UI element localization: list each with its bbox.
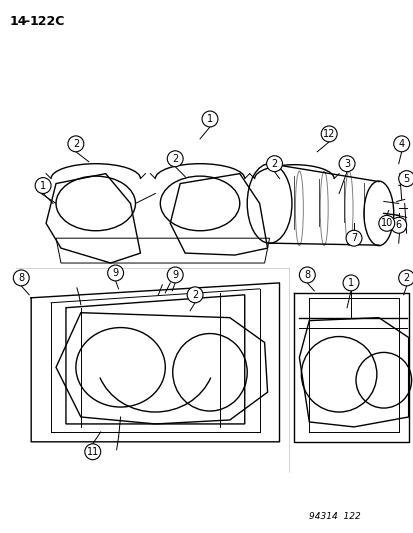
Circle shape (187, 287, 202, 303)
Text: 8: 8 (304, 270, 310, 280)
Circle shape (266, 156, 282, 172)
Circle shape (68, 136, 83, 152)
Circle shape (299, 267, 315, 283)
Text: 122C: 122C (29, 15, 64, 28)
Circle shape (338, 156, 354, 172)
Circle shape (13, 270, 29, 286)
Text: 2: 2 (73, 139, 79, 149)
Text: 8: 8 (18, 273, 24, 283)
Text: 10: 10 (380, 219, 392, 228)
Circle shape (202, 111, 217, 127)
Text: 1: 1 (347, 278, 353, 288)
Circle shape (85, 444, 100, 459)
Text: 5: 5 (403, 174, 409, 183)
Circle shape (167, 267, 183, 283)
Circle shape (398, 270, 413, 286)
Text: 9: 9 (172, 270, 178, 280)
Text: 12: 12 (322, 129, 335, 139)
Text: 2: 2 (403, 273, 409, 283)
Circle shape (167, 151, 183, 167)
Text: 2: 2 (271, 159, 277, 168)
Circle shape (378, 215, 394, 231)
Text: 9: 9 (112, 268, 119, 278)
Circle shape (345, 230, 361, 246)
Text: 7: 7 (350, 233, 356, 243)
Text: 94314  122: 94314 122 (309, 512, 360, 521)
Circle shape (320, 126, 336, 142)
Text: –: – (23, 15, 29, 28)
Circle shape (342, 275, 358, 291)
Text: 14: 14 (9, 15, 27, 28)
Text: 3: 3 (343, 159, 349, 168)
Text: 2: 2 (172, 154, 178, 164)
Text: 6: 6 (395, 220, 401, 230)
Circle shape (393, 136, 408, 152)
Text: 1: 1 (206, 114, 213, 124)
Circle shape (398, 171, 413, 187)
Circle shape (390, 217, 406, 233)
Text: 1: 1 (40, 181, 46, 190)
Text: 11: 11 (86, 447, 99, 457)
Circle shape (107, 265, 123, 281)
Text: 4: 4 (398, 139, 404, 149)
Text: 2: 2 (192, 290, 198, 300)
Circle shape (35, 177, 51, 193)
